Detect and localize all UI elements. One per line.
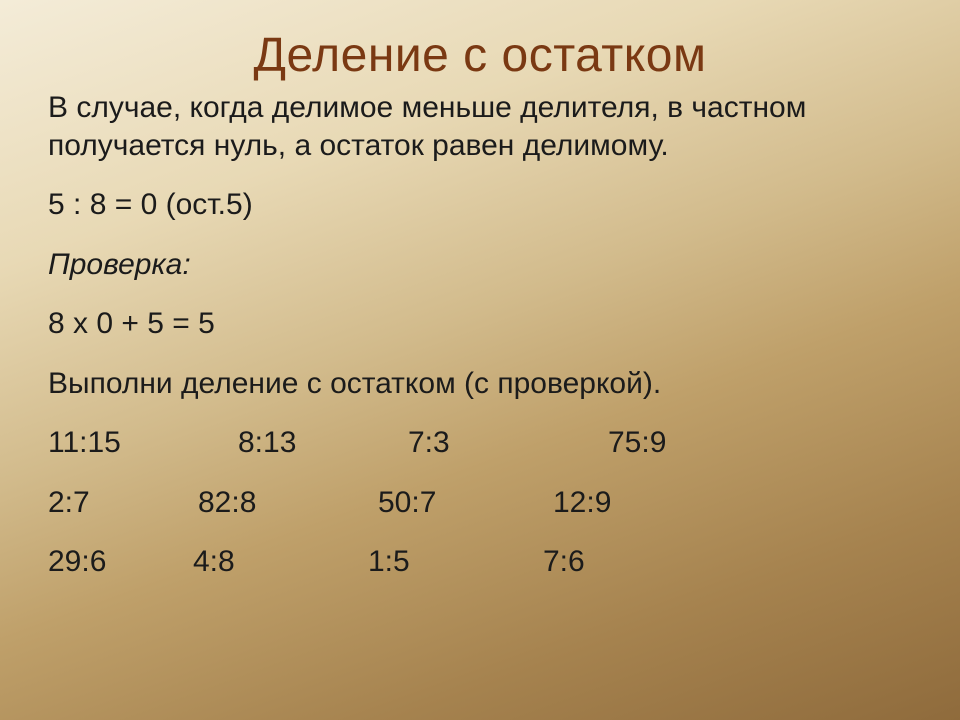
problem-cell: 7:3: [408, 424, 608, 462]
slide-title: Деление с остатком: [48, 28, 912, 83]
problem-cell: 75:9: [608, 424, 666, 462]
problem-cell: 8:13: [238, 424, 408, 462]
problem-row: 11:15 8:13 7:3 75:9: [48, 424, 912, 462]
problem-row: 2:7 82:8 50:7 12:9: [48, 484, 912, 522]
check-equation: 8 х 0 + 5 = 5: [48, 305, 912, 343]
instruction-text: Выполни деление с остатком (с проверкой)…: [48, 365, 912, 403]
problem-cell: 50:7: [378, 484, 553, 522]
intro-text: В случае, когда делимое меньше делителя,…: [48, 89, 912, 164]
example-equation: 5 : 8 = 0 (ост.5): [48, 186, 912, 224]
check-label: Проверка:: [48, 246, 912, 284]
slide: Деление с остатком В случае, когда делим…: [0, 0, 960, 720]
problem-cell: 4:8: [193, 543, 368, 581]
problem-cell: 7:6: [543, 543, 585, 581]
problem-cell: 11:15: [48, 424, 238, 462]
problem-cell: 29:6: [48, 543, 193, 581]
problem-cell: 12:9: [553, 484, 611, 522]
problem-cell: 1:5: [368, 543, 543, 581]
problem-cell: 2:7: [48, 484, 198, 522]
problem-cell: 82:8: [198, 484, 378, 522]
problem-row: 29:6 4:8 1:5 7:6: [48, 543, 912, 581]
